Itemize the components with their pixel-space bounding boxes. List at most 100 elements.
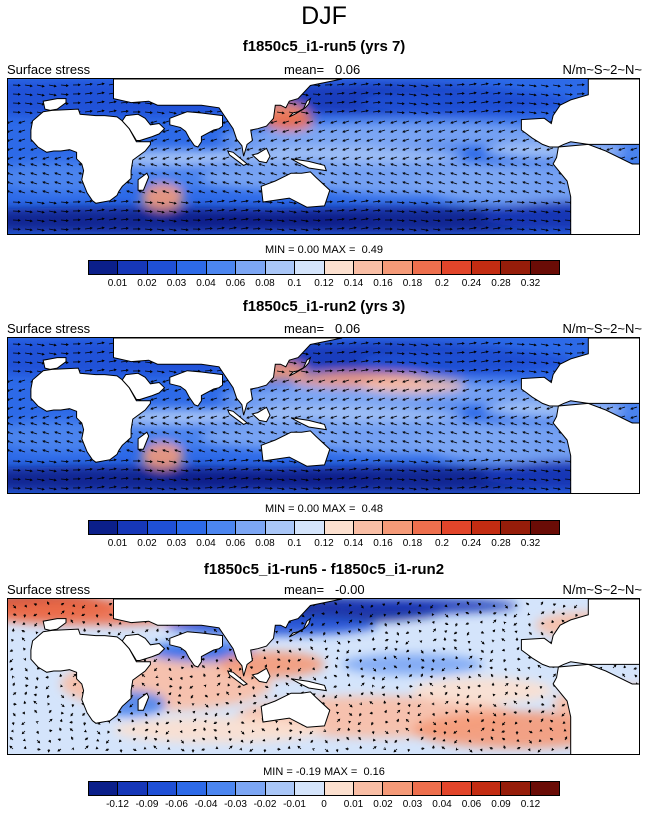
wind-vector-head [534,172,538,175]
wind-vector-head [8,157,10,160]
wind-vector-head [497,485,501,489]
wind-vector-head [455,666,459,669]
wind-vector-head [306,148,310,151]
wind-vector [84,369,93,372]
wind-vector [24,210,33,213]
wind-vector-head [401,352,405,356]
wind-vector-head [461,110,465,113]
wind-vector-head [61,610,65,614]
wind-vector [336,468,345,471]
wind-vector [510,406,518,410]
wind-vector [366,379,374,383]
wind-vector [120,459,129,462]
wind-vector-head [293,219,297,223]
wind-vector [240,227,249,230]
wind-vector [540,93,549,96]
wind-vector [468,459,477,462]
wind-vector-head [334,602,338,605]
wind-vector [8,120,14,124]
wind-vector [606,147,614,151]
wind-vector [438,190,446,194]
wind-vector-head [497,458,501,462]
wind-vector [222,129,230,133]
wind-vector [24,93,33,96]
wind-vector [462,190,470,194]
wind-vector-head [89,82,93,86]
wind-vector [414,431,422,435]
wind-vector [534,147,542,151]
wind-vector-head [161,460,165,464]
wind-vector-head [305,478,309,482]
wind-vector-head [198,181,202,184]
wind-vector [174,156,182,160]
wind-vector [36,343,45,346]
wind-vector [462,181,470,185]
wind-vector [378,172,386,176]
wind-vector-head [101,91,105,95]
wind-vector-head [405,641,409,645]
wind-vector-head [330,380,334,383]
wind-vector [522,449,530,453]
wind-vector-head [263,656,267,660]
wind-vector-head [335,664,338,668]
wind-vector [168,201,177,204]
wind-vector-head [137,227,141,231]
wind-vector [462,172,470,176]
wind-vector-head [251,676,255,680]
wind-vector-head [273,694,277,697]
wind-vector-head [546,440,550,443]
wind-vector-head [545,111,549,115]
wind-vector [66,156,74,160]
wind-vector-head [425,84,429,88]
wind-vector-head [401,201,405,205]
wind-vector-head [473,476,477,480]
wind-vector-head [150,121,154,124]
wind-vector-head [257,477,261,481]
wind-vector [18,181,26,185]
wind-vector [390,147,398,151]
wind-vector-head [389,101,393,105]
wind-vector [426,163,434,167]
wind-vector [432,102,441,105]
wind-vector-head [150,380,154,383]
wind-vector-head [402,130,406,133]
wind-vector-head [473,467,477,471]
wind-vector-head [541,611,545,615]
wind-vector-head [258,398,262,401]
wind-vector [162,181,170,185]
wind-vector-head [89,341,93,345]
wind-vector [210,190,218,194]
wind-vector-head [438,139,442,142]
wind-vector [282,156,290,160]
wind-vector [240,209,249,212]
colorbar-swatch [177,521,207,534]
wind-vector-head [437,201,441,205]
wind-vector [306,129,314,133]
wind-vector [402,147,410,151]
wind-vector-head [522,139,526,142]
wind-vector-head [383,613,387,617]
wind-vector [474,129,482,133]
wind-vector [156,478,165,481]
wind-vector-head [382,603,386,607]
wind-vector-head [42,190,46,193]
wind-vector [174,181,182,185]
wind-vector-head [449,83,453,87]
wind-vector-head [162,139,166,142]
wind-vector-head [366,121,370,124]
wind-vector [474,406,482,410]
wind-vector-head [317,93,321,96]
wind-vector-head [101,467,105,471]
wind-vector-head [474,416,478,419]
wind-vector-head [138,172,142,175]
wind-vector [150,147,158,151]
wind-vector [372,227,381,230]
wind-vector-head [306,157,310,160]
wind-vector [498,190,506,194]
wind-vector [318,415,326,419]
wind-vector [18,156,26,160]
wind-vector-head [41,343,45,347]
wind-vector-head [510,163,514,166]
wind-vector-head [557,469,561,473]
wind-vector-head [209,468,213,471]
